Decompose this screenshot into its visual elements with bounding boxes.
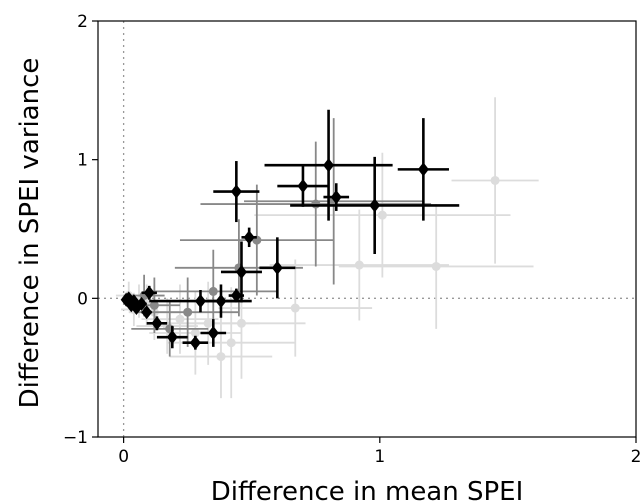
data-point	[146, 316, 168, 331]
data-point	[156, 281, 260, 365]
data-point	[125, 298, 137, 313]
point-marker	[189, 335, 201, 350]
x-tick-label: 1	[374, 447, 385, 467]
y-tick-label: 1	[77, 151, 88, 171]
point-marker	[297, 179, 309, 194]
point-marker	[243, 230, 255, 245]
point-marker	[208, 286, 218, 296]
point-marker	[417, 162, 429, 177]
data-point	[200, 319, 227, 347]
y-axis-title: Difference in SPEI variance	[15, 58, 45, 409]
data-point	[213, 161, 260, 223]
x-axis-title: Difference in mean SPEI	[211, 477, 524, 504]
point-marker	[230, 288, 242, 303]
point-marker	[190, 328, 200, 338]
point-marker	[431, 261, 441, 271]
point-marker	[125, 298, 137, 313]
point-marker	[226, 338, 236, 348]
data-point	[254, 152, 511, 278]
point-marker	[490, 175, 500, 185]
y-tick-label: −1	[63, 428, 88, 448]
point-marker	[369, 198, 381, 213]
data-point	[149, 290, 252, 313]
y-tick-label: 0	[77, 289, 88, 309]
plot-area	[98, 21, 636, 437]
data-point	[220, 241, 262, 303]
point-marker	[151, 316, 163, 331]
data-point	[169, 314, 273, 399]
point-marker	[175, 314, 185, 324]
data-point	[264, 109, 393, 221]
data-point	[338, 204, 534, 329]
data-point	[141, 285, 157, 300]
point-marker	[149, 300, 159, 310]
point-marker	[330, 190, 342, 205]
series-2	[120, 109, 460, 350]
data-point	[259, 237, 296, 299]
data-point	[241, 227, 257, 248]
data-point	[228, 288, 245, 303]
data-point	[290, 156, 460, 254]
point-marker	[377, 210, 387, 220]
data-point	[218, 259, 373, 357]
point-marker	[207, 326, 219, 340]
x-tick-label: 0	[118, 447, 129, 467]
point-marker	[183, 307, 193, 317]
data-point	[131, 301, 209, 357]
point-marker	[143, 285, 155, 300]
data-point	[182, 335, 209, 350]
point-marker	[203, 318, 213, 328]
point-marker	[166, 330, 178, 345]
data-point	[156, 326, 188, 349]
point-marker	[311, 199, 321, 209]
point-marker	[235, 264, 247, 279]
point-marker	[194, 294, 206, 309]
point-marker	[230, 184, 242, 199]
data-point	[141, 305, 153, 320]
y-tick-label: 2	[77, 12, 88, 32]
data-point	[277, 165, 329, 207]
point-marker	[354, 260, 364, 270]
point-marker	[216, 352, 226, 362]
data-point	[451, 97, 539, 264]
axis-ticks: 0 1 2 −1 0 1 2	[63, 12, 641, 467]
point-marker	[271, 260, 283, 275]
axes-frame	[97, 20, 637, 438]
x-tick-label: 2	[631, 447, 641, 467]
data-point	[397, 118, 449, 221]
point-marker	[323, 158, 335, 173]
data-point	[167, 287, 296, 399]
point-marker	[141, 305, 153, 320]
point-marker	[290, 303, 300, 313]
